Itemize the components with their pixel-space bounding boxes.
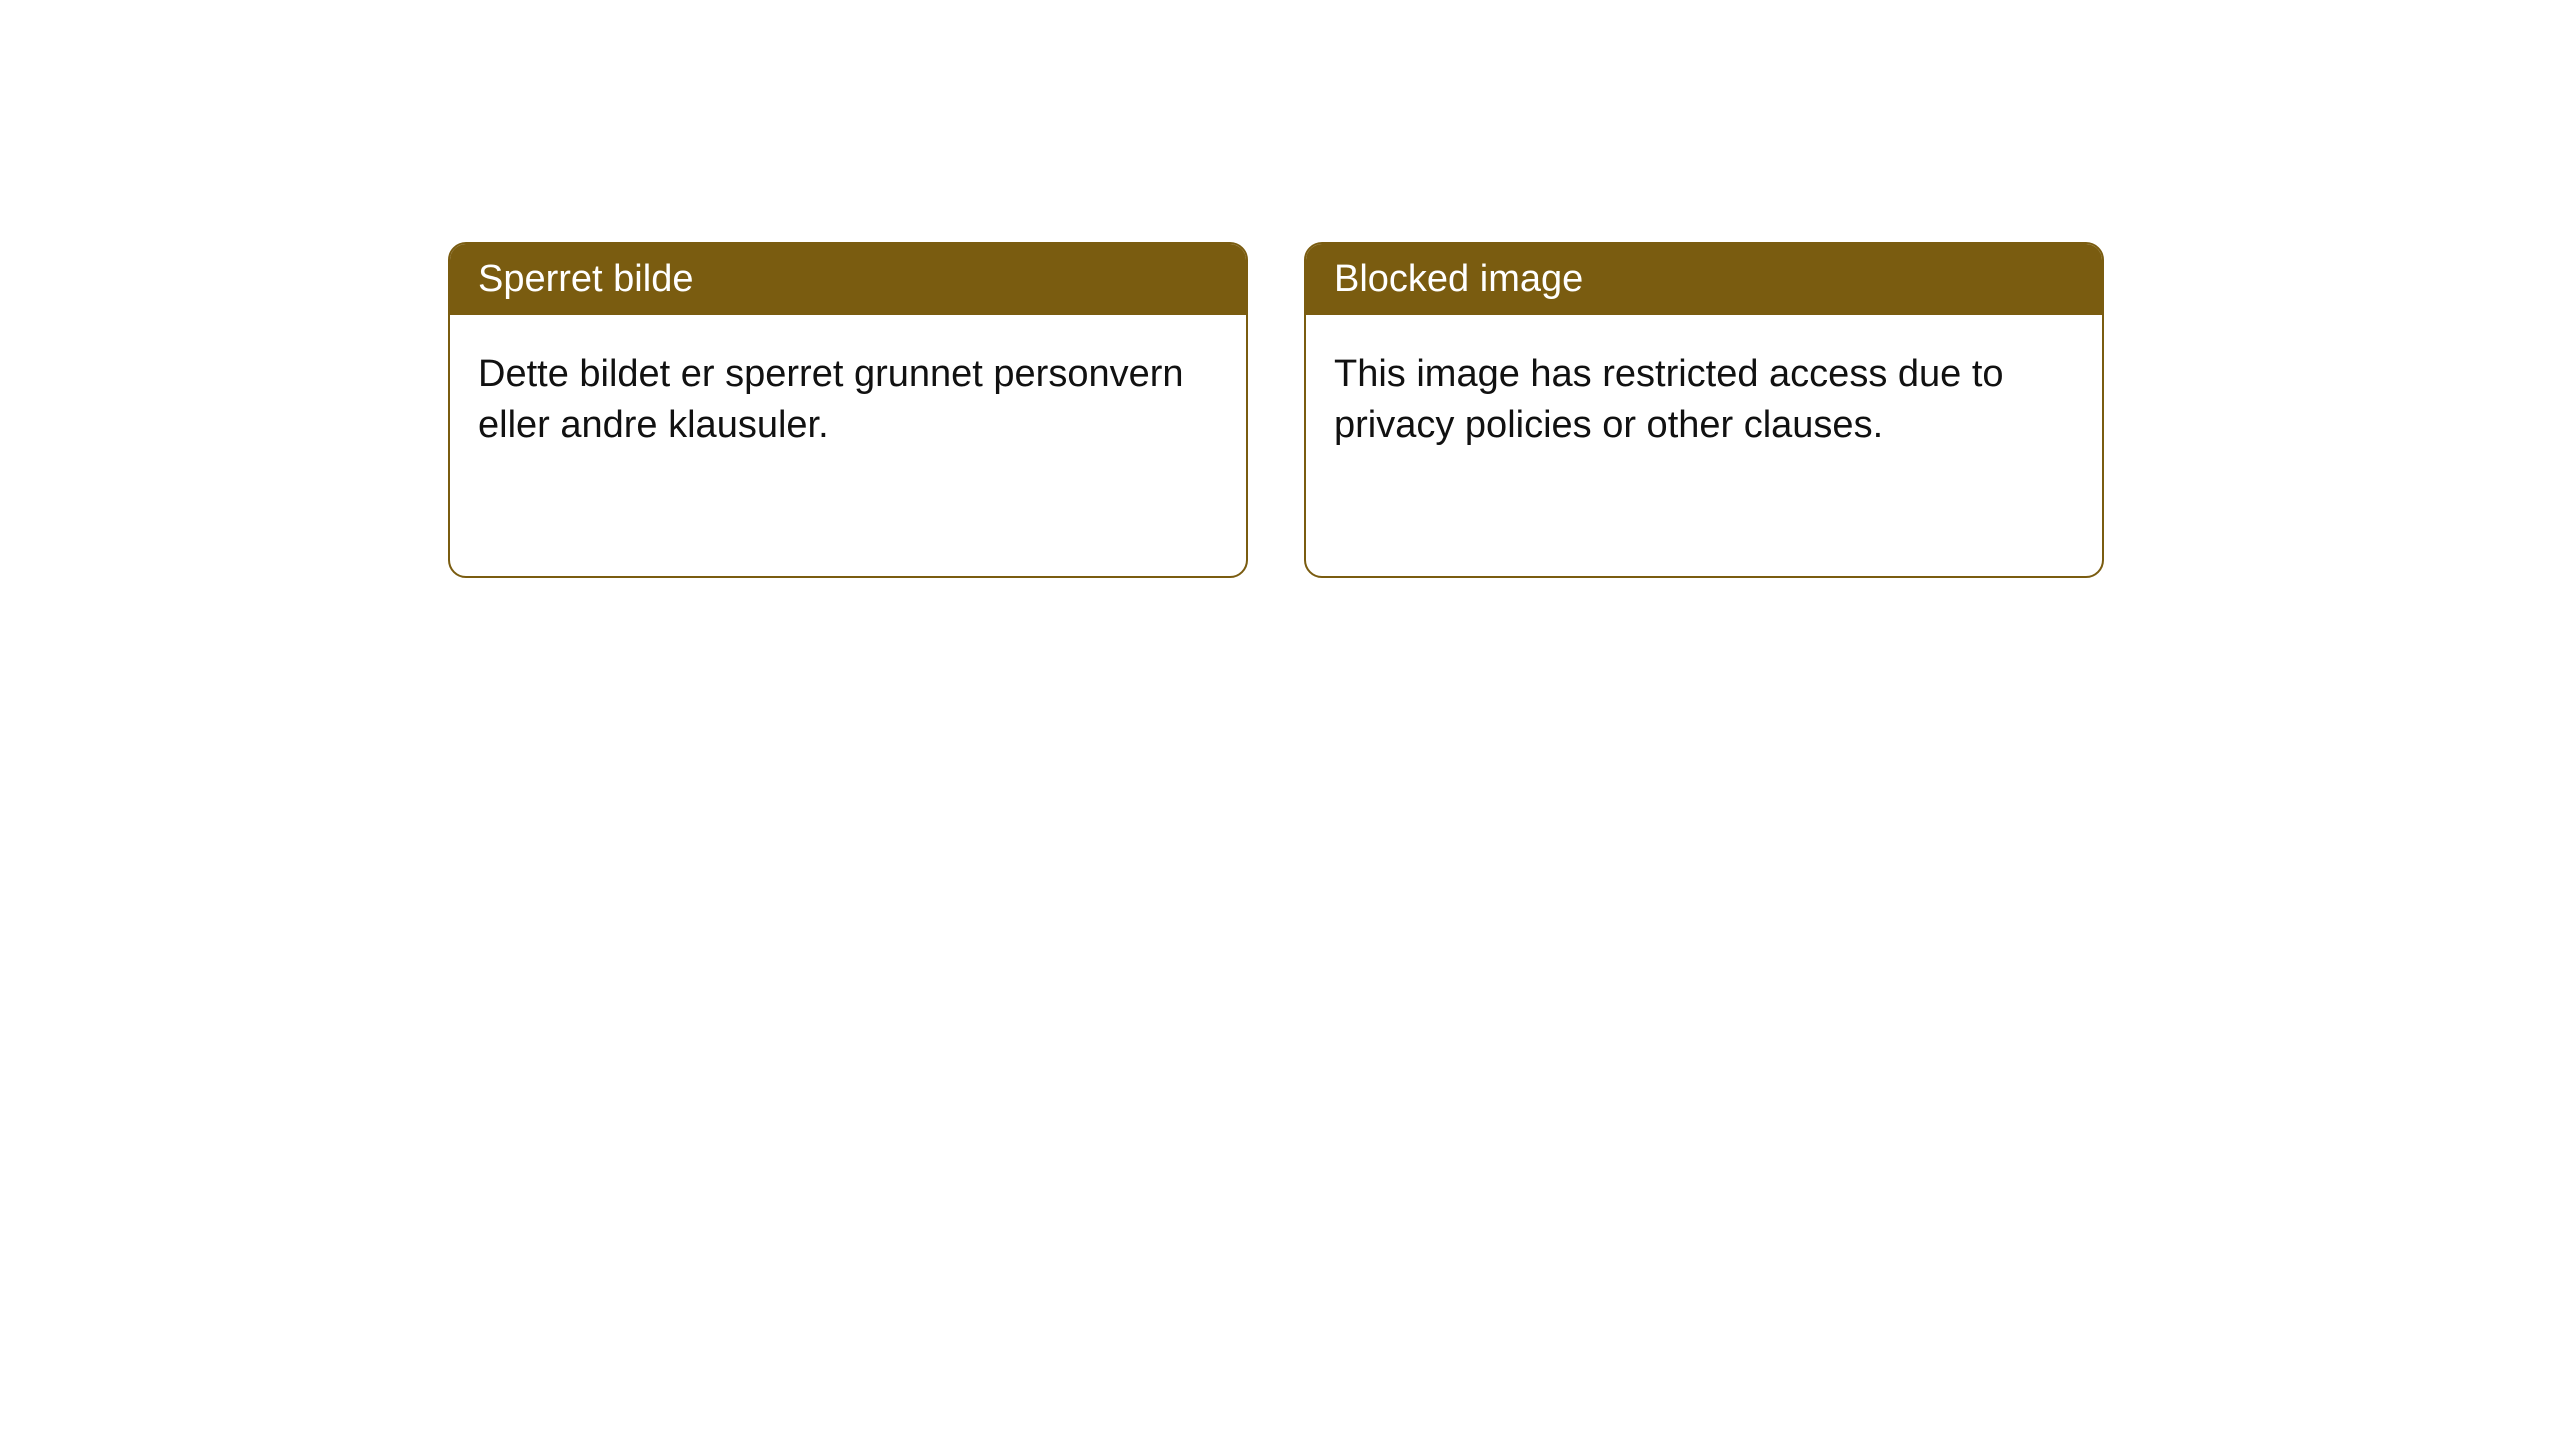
card-header: Sperret bilde	[450, 244, 1246, 315]
card-body: This image has restricted access due to …	[1306, 315, 2102, 486]
card-header-text: Sperret bilde	[478, 258, 693, 300]
card-header-text: Blocked image	[1334, 258, 1583, 300]
blocked-image-card-english: Blocked image This image has restricted …	[1304, 242, 2104, 578]
card-body: Dette bildet er sperret grunnet personve…	[450, 315, 1246, 486]
card-body-text: This image has restricted access due to …	[1334, 353, 2004, 446]
card-header: Blocked image	[1306, 244, 2102, 315]
blocked-image-card-norwegian: Sperret bilde Dette bildet er sperret gr…	[448, 242, 1248, 578]
blocked-image-cards-container: Sperret bilde Dette bildet er sperret gr…	[448, 242, 2104, 578]
card-body-text: Dette bildet er sperret grunnet personve…	[478, 353, 1184, 446]
